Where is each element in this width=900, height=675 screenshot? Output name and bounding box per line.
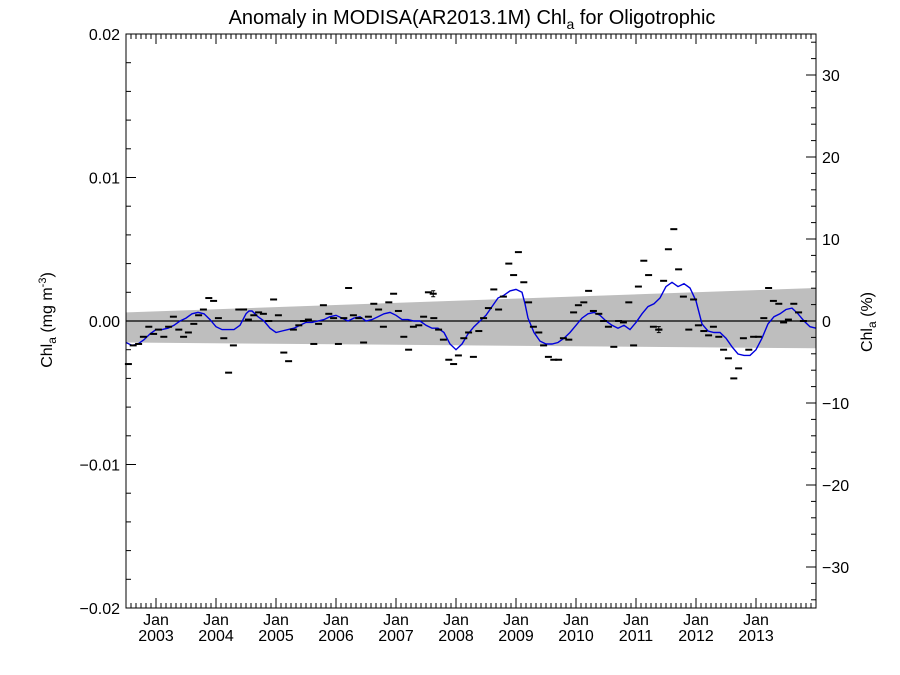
x-tick-label-year: 2005: [258, 628, 294, 645]
left-tick-label: 0.01: [89, 171, 120, 188]
anomaly-points-layer: [124, 228, 807, 380]
left-tick-label: 0.00: [89, 314, 120, 331]
x-tick-label-year: 2013: [738, 628, 774, 645]
left-tick-label: −0.01: [80, 458, 121, 475]
plot-area: [124, 33, 817, 609]
right-tick-label: −30: [822, 560, 849, 577]
x-tick-label-month: Jan: [443, 612, 469, 629]
x-tick-label-month: Jan: [503, 612, 529, 629]
x-tick-label-month: Jan: [383, 612, 409, 629]
error-bar-point: [655, 326, 663, 334]
x-tick-label-month: Jan: [323, 612, 349, 629]
right-tick-label: −20: [822, 478, 849, 495]
x-tick-label-year: 2009: [498, 628, 534, 645]
x-tick-label-month: Jan: [743, 612, 769, 629]
x-tick-label-year: 2008: [438, 628, 474, 645]
trend-band-layer: [126, 288, 816, 349]
trend-band: [126, 288, 816, 349]
left-tick-label: 0.02: [89, 27, 120, 44]
x-tick-label-month: Jan: [623, 612, 649, 629]
x-tick-label-month: Jan: [263, 612, 289, 629]
y-axis-label-left: Chla (mg m-3): [37, 272, 59, 368]
x-tick-label-year: 2006: [318, 628, 354, 645]
error-bar-point: [429, 290, 437, 298]
x-tick-label-year: 2011: [619, 628, 654, 645]
left-y-axis: 0.02 0.01 0.00 −0.01 −0.02: [80, 27, 136, 618]
x-tick-label-year: 2003: [138, 628, 174, 645]
x-axis: Jan2003Jan2004Jan2005Jan2006Jan2007Jan20…: [125, 34, 812, 645]
x-tick-label-month: Jan: [143, 612, 169, 629]
y-axis-label-right: Chla (%): [859, 292, 879, 352]
x-tick-label-year: 2004: [198, 628, 234, 645]
left-tick-label: −0.02: [80, 601, 121, 618]
right-tick-label: −10: [822, 396, 849, 413]
x-tick-label-month: Jan: [683, 612, 709, 629]
smoothed-series-line: [125, 281, 817, 357]
right-y-axis: 30 20 10 0 −10 −20 −30: [806, 41, 849, 601]
chart-title: Anomaly in MODISA(AR2013.1M) Chla for Ol…: [229, 7, 716, 32]
right-tick-label: 0: [822, 314, 831, 331]
x-tick-label-year: 2012: [678, 628, 714, 645]
right-tick-label: 10: [822, 232, 840, 249]
x-tick-label-month: Jan: [203, 612, 229, 629]
x-tick-label-year: 2010: [558, 628, 594, 645]
right-tick-label: 30: [822, 68, 840, 85]
x-tick-label-year: 2007: [378, 628, 414, 645]
smoothed-series-layer: [125, 281, 817, 357]
right-tick-label: 20: [822, 150, 840, 167]
x-tick-label-month: Jan: [563, 612, 589, 629]
